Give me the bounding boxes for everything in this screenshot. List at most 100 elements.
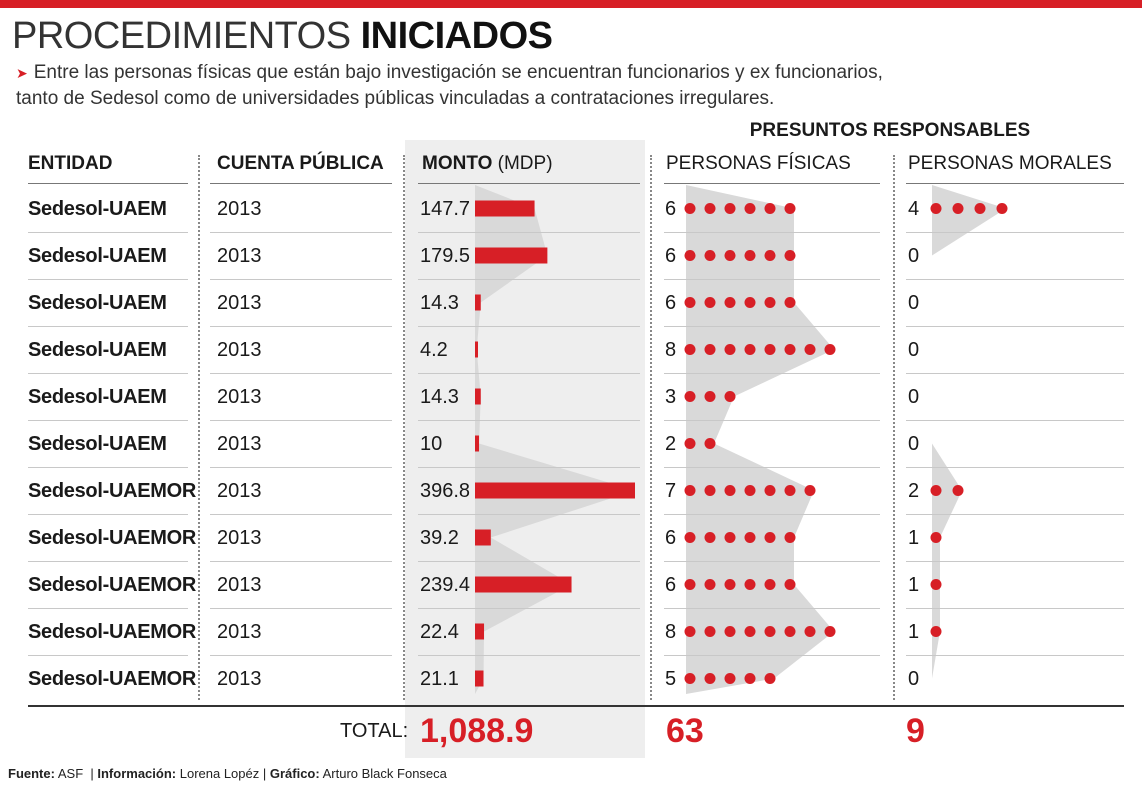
row-separator <box>906 608 1124 609</box>
cuenta-cell: 2013 <box>217 385 262 408</box>
fisicas-count: 6 <box>665 244 677 267</box>
fisicas-dot <box>704 438 716 449</box>
entidad-cell: Sedesol-UAEM <box>28 432 167 455</box>
row-separator <box>418 467 640 468</box>
fisicas-dot <box>764 532 776 543</box>
top-accent-bar <box>0 0 1142 8</box>
fisicas-count: 6 <box>665 291 677 314</box>
header-underline <box>418 183 640 184</box>
morales-dot <box>996 203 1008 214</box>
morales-count: 1 <box>908 620 920 643</box>
monto-bar <box>475 341 478 358</box>
column-header-monto: MONTO (MDP) <box>422 153 553 175</box>
fisicas-dot <box>684 532 696 543</box>
fisicas-dot <box>744 297 756 308</box>
fisicas-count: 2 <box>665 432 677 455</box>
row-separator <box>210 561 392 562</box>
column-header-morales: PERSONAS MORALES <box>908 153 1112 174</box>
fisicas-dot <box>684 297 696 308</box>
cuenta-cell: 2013 <box>217 291 262 314</box>
header-underline <box>210 183 392 184</box>
column-header-fisicas: PERSONAS FÍSICAS <box>666 153 851 174</box>
footer-credits: Fuente: ASF | Información: Lorena Lopéz … <box>8 766 447 781</box>
row-separator <box>664 232 880 233</box>
cuenta-cell: 2013 <box>217 620 262 643</box>
row-separator <box>418 326 640 327</box>
fisicas-dot <box>824 626 836 637</box>
cuenta-cell: 2013 <box>217 573 262 596</box>
footer-fuente: ASF <box>57 766 84 781</box>
cuenta-cell: 2013 <box>217 526 262 549</box>
row-separator <box>664 467 880 468</box>
row-separator <box>210 608 392 609</box>
fisicas-dot <box>704 673 716 684</box>
fisicas-dot <box>764 297 776 308</box>
row-separator <box>664 420 880 421</box>
footer-info: Lorena Lopéz <box>179 766 260 781</box>
fisicas-dot <box>784 626 796 637</box>
fisicas-dot <box>724 344 736 355</box>
row-separator <box>906 561 1124 562</box>
fisicas-dot <box>704 532 716 543</box>
fisicas-count: 6 <box>665 526 677 549</box>
fisicas-dot <box>764 344 776 355</box>
fisicas-dot <box>764 673 776 684</box>
fisicas-dot <box>704 626 716 637</box>
morales-dot <box>974 203 986 214</box>
fisicas-dot <box>684 485 696 496</box>
fisicas-dot <box>684 673 696 684</box>
divider-morales <box>893 155 895 700</box>
row-separator <box>418 279 640 280</box>
group-title-presuntos: PRESUNTOS RESPONSABLES <box>749 120 1031 141</box>
footer-info-label: Información: <box>97 766 177 781</box>
page-title: PROCEDIMIENTOS INICIADOS <box>12 14 553 58</box>
subtitle-line-2: tanto de Sedesol como de universidades p… <box>16 88 775 109</box>
cuenta-cell: 2013 <box>217 479 262 502</box>
row-separator <box>418 514 640 515</box>
row-separator <box>664 608 880 609</box>
morales-dot <box>952 203 964 214</box>
morales-count: 1 <box>908 573 920 596</box>
monto-cell: 179.5 <box>420 244 471 267</box>
row-separator <box>906 326 1124 327</box>
entidad-cell: Sedesol-UAEMOR <box>28 667 197 690</box>
entidad-cell: Sedesol-UAEM <box>28 291 167 314</box>
row-separator <box>664 373 880 374</box>
entidad-cell: Sedesol-UAEMOR <box>28 526 197 549</box>
fisicas-dot <box>704 391 716 402</box>
fisicas-dot <box>704 344 716 355</box>
entidad-cell: Sedesol-UAEM <box>28 197 167 220</box>
fisicas-dot <box>724 532 736 543</box>
morales-count: 0 <box>908 385 920 408</box>
fisicas-dot <box>744 250 756 261</box>
fisicas-dot <box>784 297 796 308</box>
monto-cell: 14.3 <box>420 385 459 408</box>
row-separator <box>418 373 640 374</box>
monto-cell: 39.2 <box>420 526 459 549</box>
fisicas-dot <box>784 344 796 355</box>
row-separator <box>906 279 1124 280</box>
divider-cuenta <box>198 155 200 700</box>
footer-fuente-label: Fuente: <box>8 766 55 781</box>
row-separator <box>28 279 188 280</box>
fisicas-dot <box>684 626 696 637</box>
monto-bar <box>475 294 481 311</box>
bullet-arrow-icon: ➤ <box>16 65 28 81</box>
row-separator <box>906 467 1124 468</box>
monto-bar <box>475 435 480 452</box>
fisicas-dot <box>744 485 756 496</box>
fisicas-dot <box>724 203 736 214</box>
fisicas-dot <box>784 250 796 261</box>
row-separator <box>418 561 640 562</box>
fisicas-dot <box>784 203 796 214</box>
monto-bar <box>475 388 481 405</box>
row-separator <box>664 326 880 327</box>
morales-count: 4 <box>908 197 920 220</box>
fisicas-dot <box>724 250 736 261</box>
row-separator <box>28 326 188 327</box>
fisicas-dot <box>764 579 776 590</box>
subtitle-line-1: Entre las personas físicas que están baj… <box>33 62 883 83</box>
cuenta-cell: 2013 <box>217 244 262 267</box>
fisicas-dot <box>724 297 736 308</box>
